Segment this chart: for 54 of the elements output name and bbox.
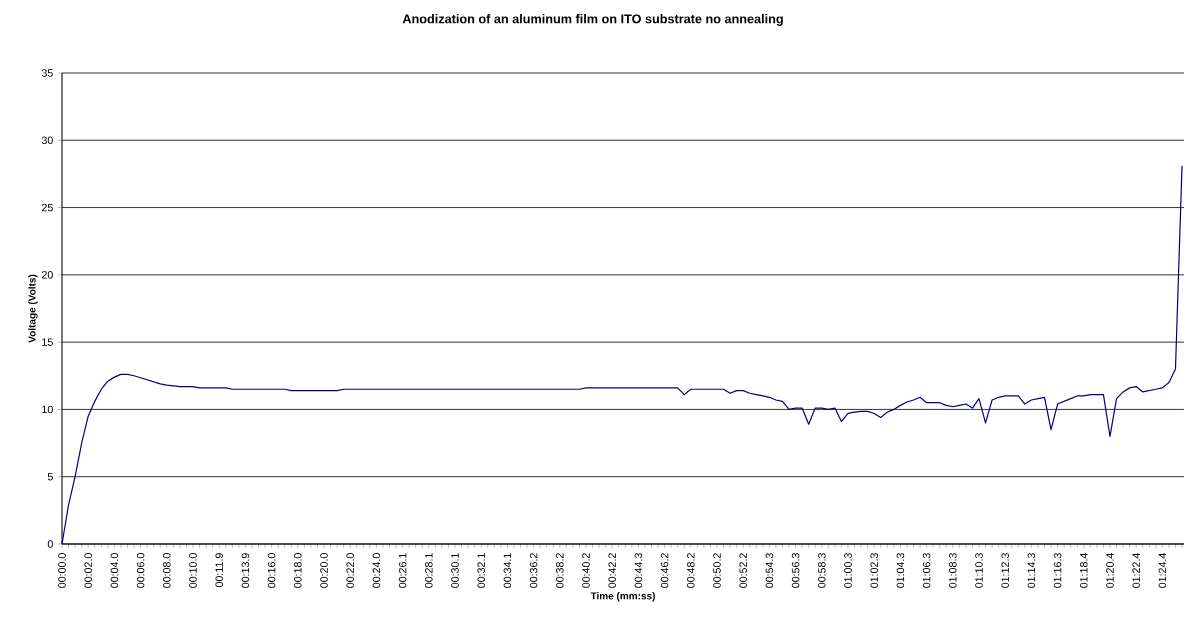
x-tick-label: 00:38.2 [556,553,564,588]
x-tick-label: 00:24.0 [372,553,381,588]
x-tick-label: 01:08.3 [949,553,957,588]
y-axis-title: Voltage (Volts) [28,274,38,343]
x-tick-label: 00:44.3 [634,553,643,588]
y-tick-label: 15 [42,338,53,346]
y-tick-label: 25 [41,203,53,212]
x-tick-label: 00:54.3 [765,553,774,588]
x-tick-label: 01:12.3 [1001,553,1009,588]
x-tick-label: 01:04.3 [896,553,905,588]
x-tick-label: 00:20.0 [320,553,328,588]
x-tick-label: 01:14.3 [1027,553,1036,588]
x-tick-label: 00:18.0 [294,553,302,588]
x-tick-label: 00:28.1 [425,553,433,588]
x-tick-label: 00:04.0 [110,553,119,588]
x-tick-label: 00:34.1 [503,553,512,588]
x-tick-label: 00:48.2 [687,553,695,588]
x-tick-label: 01:06.3 [922,553,931,588]
x-tick-label: 00:40.2 [582,553,590,588]
x-tick-label: 01:18.4 [1080,553,1088,588]
y-tick-label: 0 [47,540,53,548]
x-tick-label: 00:08.0 [163,553,171,588]
x-tick-label: 00:58.3 [818,553,826,588]
x-tick-label: 00:52.2 [739,553,747,588]
x-tick-label: 01:16.3 [1053,553,1062,588]
x-tick-label: 01:24.4 [1158,553,1167,588]
x-tick-label: 00:50.2 [713,553,721,588]
x-tick-label: 00:46.2 [660,553,669,588]
y-tick-label: 20 [41,271,53,279]
x-tick-label: 00:13.9 [241,553,250,588]
x-tick-label: 00:10.0 [189,553,197,588]
x-tick-label: 01:10.3 [975,553,983,588]
y-tick-label: 35 [41,69,53,77]
x-tick-label: 01:02.3 [870,553,878,588]
x-tick-label: 01:20.4 [1106,553,1114,588]
x-tick-label: 00:32.1 [477,553,485,588]
x-axis-title: Time (mm:ss) [590,592,655,602]
x-tick-label: 00:42.2 [608,553,616,588]
y-tick-label: 30 [41,136,53,145]
chart-title: Anodization of an aluminum film on ITO substrate no annealing [402,14,783,26]
x-tick-label: 00:11.9 [215,553,223,588]
y-tick-label: 5 [47,472,53,481]
y-tick-label: 10 [42,405,53,414]
x-tick-label: 00:30.1 [451,553,459,588]
x-tick-label: 00:06.0 [136,553,145,588]
x-tick-label: 00:16.0 [267,553,276,588]
x-tick-label: 01:00.3 [844,553,852,588]
x-tick-label: 00:56.3 [791,553,800,588]
x-tick-label: 00:22.0 [346,553,354,588]
x-tick-label: 00:00.0 [58,553,66,588]
x-tick-label: 00:36.2 [529,553,538,588]
x-tick-label: 00:26.1 [398,553,407,588]
x-tick-label: 01:22.4 [1132,553,1140,588]
x-tick-label: 00:02.0 [84,553,92,588]
